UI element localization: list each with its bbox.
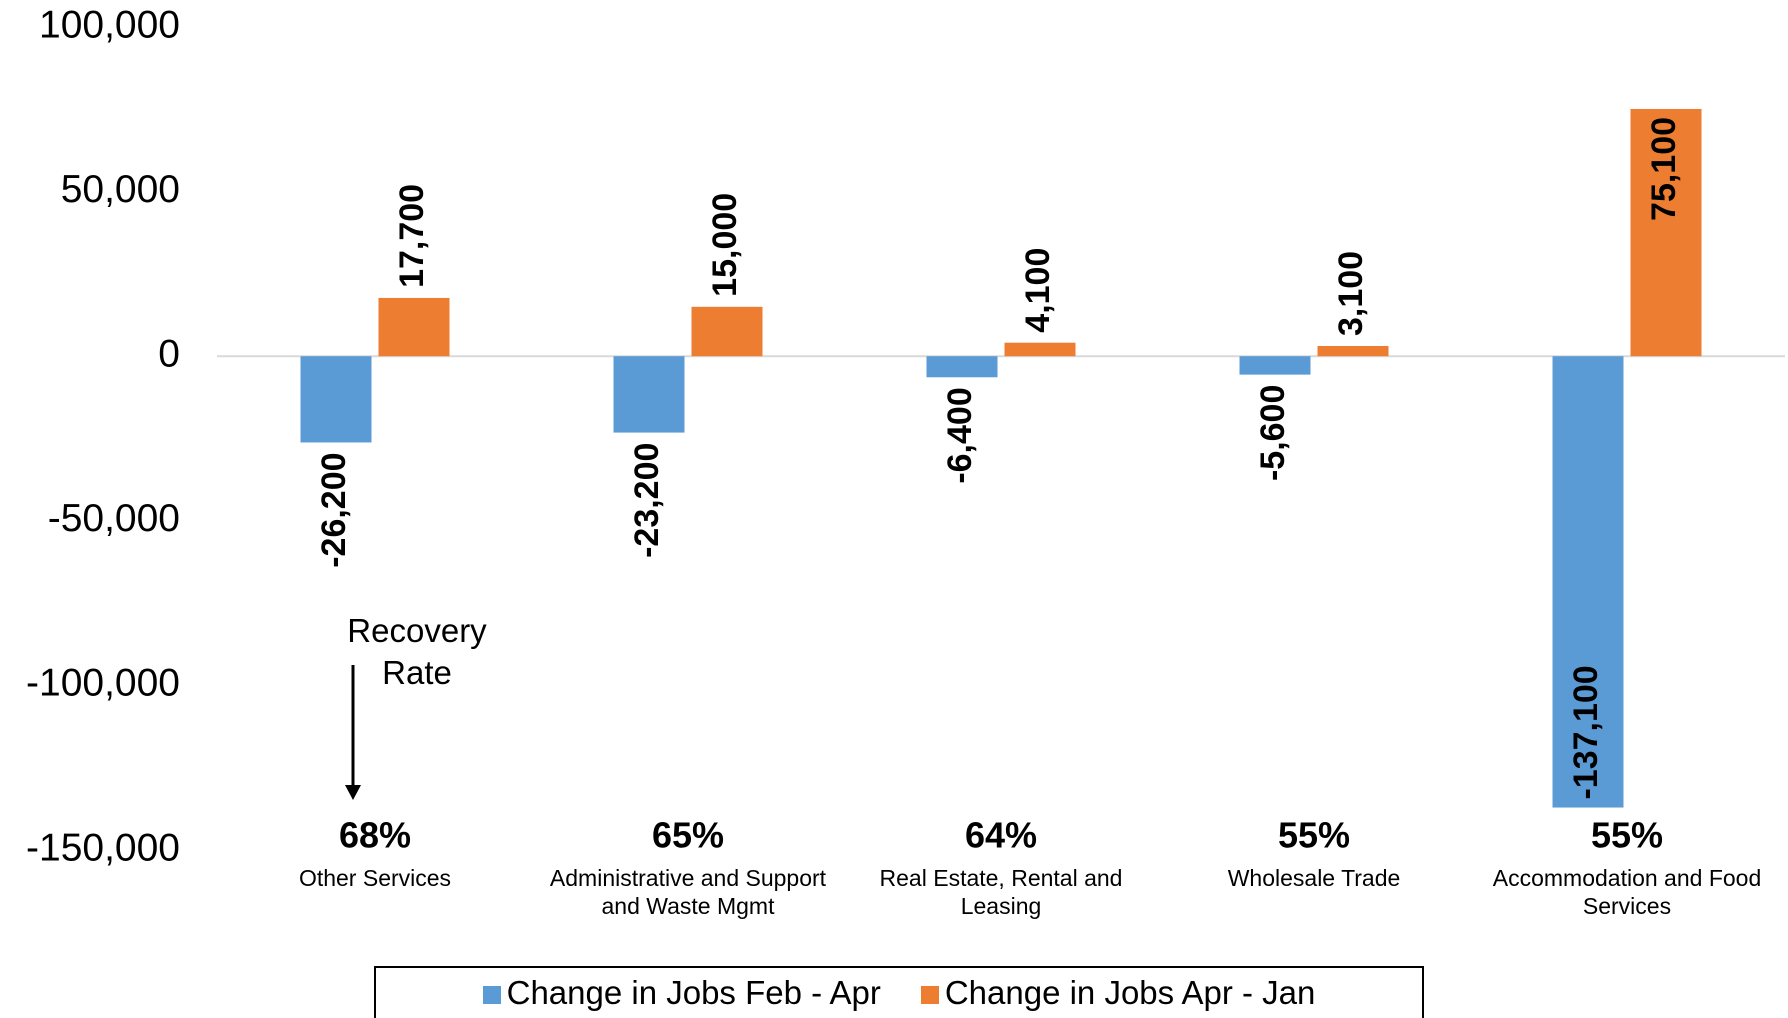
data-label: -26,200: [315, 452, 353, 567]
legend-label: Change in Jobs Apr - Jan: [944, 974, 1316, 1011]
recovery-rate: 65%: [652, 815, 724, 856]
recovery-rate: 68%: [339, 815, 411, 856]
legend-swatch: [920, 986, 939, 1004]
recovery-rate: 55%: [1591, 815, 1663, 856]
data-label: 15,000: [706, 193, 744, 297]
annotation: Recovery Rate: [347, 612, 487, 691]
data-label: 75,100: [1645, 117, 1683, 221]
bar: [926, 356, 998, 378]
legend-label: Change in Jobs Feb - Apr: [506, 974, 881, 1011]
y-tick-label: 50,000: [61, 168, 180, 211]
data-label: -23,200: [628, 443, 666, 558]
x-tick-label: Real Estate, Rental and Leasing: [879, 865, 1123, 919]
y-tick-label: -50,000: [48, 497, 180, 540]
data-label: -137,100: [1567, 665, 1605, 799]
data-label: 3,100: [1332, 251, 1370, 336]
data-label: -6,400: [941, 387, 979, 483]
y-tick-label: 100,000: [39, 3, 180, 46]
bar: [1239, 356, 1311, 375]
x-tick-label: Accommodation and Food Services: [1492, 865, 1762, 919]
legend-item: Change in Jobs Feb - Apr: [482, 968, 881, 1018]
bar: [1004, 342, 1076, 357]
data-label: 4,100: [1019, 248, 1057, 333]
x-tick-label: Administrative and Support and Waste Mgm…: [549, 865, 827, 919]
legend-item: Change in Jobs Apr - Jan: [920, 968, 1316, 1018]
arrow-head: [345, 785, 361, 800]
data-label: -5,600: [1254, 385, 1292, 481]
x-tick-label: Wholesale Trade: [1227, 865, 1401, 891]
bar: [1630, 108, 1702, 357]
recovery-rate: 55%: [1278, 815, 1350, 856]
bar: [613, 356, 685, 433]
bar: [300, 356, 372, 443]
y-tick-label: 0: [158, 332, 180, 375]
data-label: 17,700: [393, 184, 431, 288]
bar: [1317, 345, 1389, 357]
bar: [378, 297, 450, 357]
y-tick-label: -100,000: [26, 662, 180, 705]
bar: [1552, 356, 1624, 808]
bar: [691, 306, 763, 357]
x-tick-label: Other Services: [298, 865, 452, 891]
legend: Change in Jobs Feb - Apr Change in Jobs A…: [374, 966, 1424, 1018]
recovery-rate: 64%: [965, 815, 1037, 856]
y-tick-label: -150,000: [26, 826, 180, 869]
legend-swatch: [482, 986, 501, 1004]
